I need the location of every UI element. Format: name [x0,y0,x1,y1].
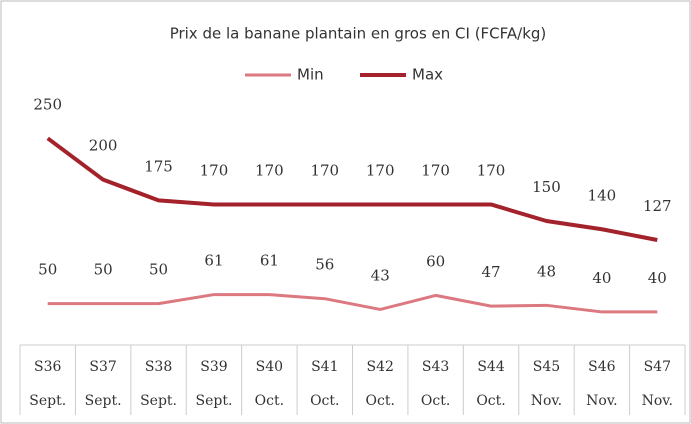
data-label: 40 [592,269,611,287]
x-tick-label: S38 [145,359,172,375]
x-tick-label: S44 [477,359,504,375]
x-tick-label: S45 [533,359,560,375]
x-tick-label: Oct. [255,393,284,409]
data-label: 170 [255,161,284,179]
legend-label: Max [412,66,443,84]
data-label: 56 [315,256,334,274]
x-tick-label: Sept. [29,393,66,409]
data-label: 50 [38,261,57,279]
data-label: 47 [481,263,500,281]
data-label: 200 [89,137,118,155]
x-tick-label: Nov. [531,393,562,409]
x-tick-label: S37 [89,359,116,375]
data-label: 170 [200,161,229,179]
data-label: 170 [477,161,506,179]
data-label: 170 [421,161,450,179]
x-tick-label: S43 [422,359,449,375]
data-label: 48 [537,262,556,280]
series-line [46,136,658,242]
data-label: 140 [588,186,617,204]
x-tick-label: Sept. [140,393,177,409]
x-tick-label: S39 [200,359,227,375]
x-tick-label: Oct. [421,393,450,409]
data-label: 60 [426,252,445,270]
legend-label: Min [297,66,324,84]
x-tick-label: S46 [588,359,615,375]
x-tick-label: Nov. [642,393,673,409]
x-tick-label: Oct. [310,393,339,409]
data-label: 170 [310,161,339,179]
x-tick-label: S41 [311,359,338,375]
x-tick-label: S40 [256,359,283,375]
data-label: 43 [371,266,390,284]
x-tick-label: Sept. [85,393,122,409]
x-tick-label: Oct. [366,393,395,409]
data-label: 150 [532,178,561,196]
x-tick-label: S47 [644,359,671,375]
data-label: 50 [94,261,113,279]
data-label: 175 [144,157,173,175]
data-label: 127 [643,197,672,215]
x-tick-label: Nov. [586,393,617,409]
x-tick-label: Sept. [195,393,232,409]
x-tick-label: S36 [34,359,61,375]
data-label: 170 [366,161,395,179]
data-label: 50 [149,261,168,279]
data-label: 61 [260,252,279,270]
chart-title: Prix de la banane plantain en gros en CI… [170,25,547,43]
data-label: 40 [648,269,667,287]
data-label: 250 [33,95,62,113]
data-label: 61 [204,252,223,270]
x-tick-label: S42 [367,359,394,375]
series-line [47,293,658,314]
x-tick-label: Oct. [476,393,505,409]
